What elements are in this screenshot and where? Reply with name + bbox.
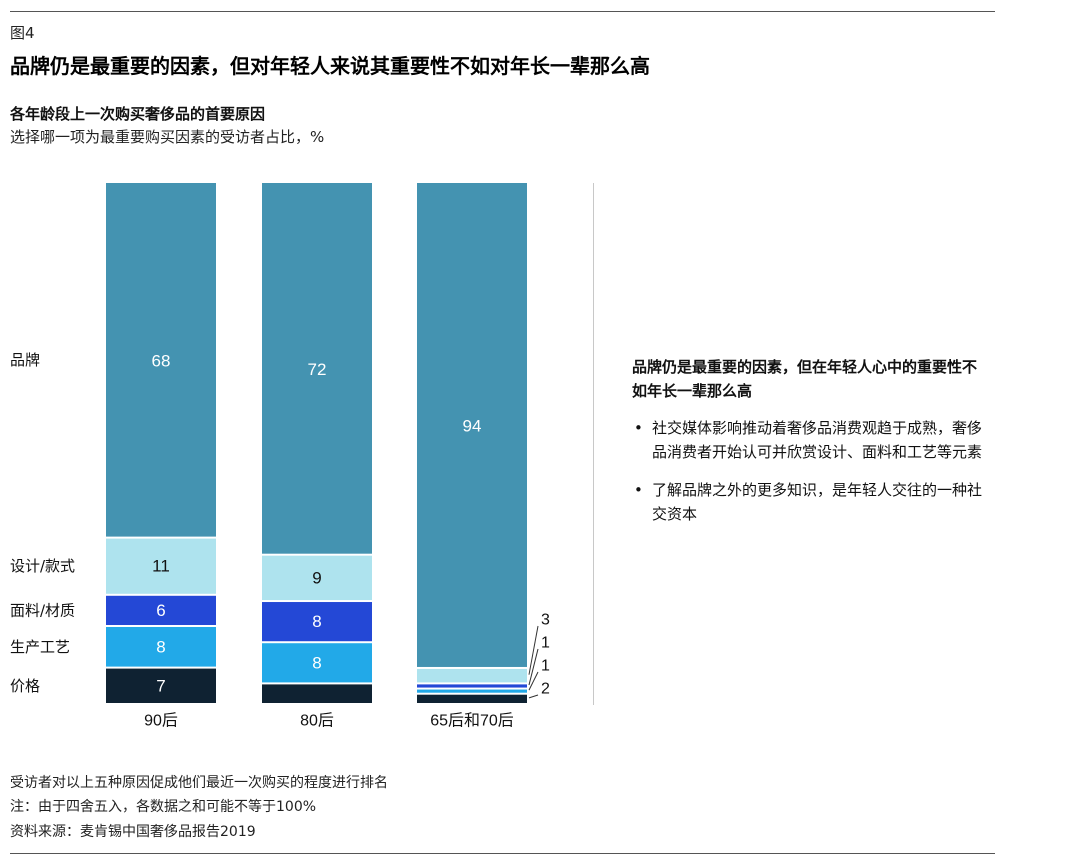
insight-panel: 品牌仍是最重要的因素，但在年轻人心中的重要性不如年长一辈那么高 • 社交媒体影响… [632, 355, 987, 540]
bar-segment [417, 694, 527, 703]
vertical-divider [593, 183, 594, 705]
leader-line [528, 648, 539, 686]
data-label: 11 [152, 557, 170, 576]
legend-label: 面料/材质 [10, 601, 75, 619]
data-label: 3 [541, 612, 550, 629]
footnote-source: 资料来源：麦肯锡中国奢侈品报告2019 [10, 824, 256, 840]
data-label: 72 [308, 360, 327, 379]
category-label: 90后 [144, 712, 178, 730]
stacked-bar-chart: 786116890后8897280后9465后和70后2113价格生产工艺面料/… [10, 183, 550, 730]
bar-segment [106, 538, 216, 594]
bullet-icon: • [634, 419, 643, 437]
figure-label: 图4 [10, 24, 35, 42]
bar-segment [106, 627, 216, 667]
category-label: 65后和70后 [430, 712, 514, 730]
insight-bullet: • 了解品牌之外的更多知识，是年轻人交往的一种社交资本 [632, 478, 987, 526]
bar-segment [262, 643, 372, 683]
insight-bullet: • 社交媒体影响推动着奢侈品消费观趋于成熟，奢侈品消费者开始认可并欣赏设计、面料… [632, 416, 987, 464]
bar-segment [417, 684, 527, 688]
category-label: 80后 [300, 712, 334, 730]
bar-segment [106, 668, 216, 703]
data-label: 7 [156, 676, 165, 695]
data-label: 8 [312, 612, 321, 631]
bar-segment [262, 555, 372, 601]
bottom-rule [10, 853, 995, 854]
footnote-respondents: 受访者对以上五种原因促成他们最近一次购买的程度进行排名 [10, 775, 388, 791]
chart-title: 各年龄段上一次购买奢侈品的首要原因 [10, 105, 266, 123]
data-label: 1 [541, 658, 550, 675]
data-label: 8 [156, 637, 165, 656]
main-title: 品牌仍是最重要的因素，但对年轻人来说其重要性不如对年长一辈那么高 [10, 54, 650, 78]
leader-line [528, 625, 539, 675]
insight-bullets: • 社交媒体影响推动着奢侈品消费观趋于成熟，奢侈品消费者开始认可并欣赏设计、面料… [632, 416, 987, 526]
data-label: 2 [541, 681, 550, 698]
legend-label: 价格 [10, 677, 40, 695]
insight-headline: 品牌仍是最重要的因素，但在年轻人心中的重要性不如年长一辈那么高 [632, 358, 978, 400]
data-label: 1 [541, 635, 550, 652]
leader-line [528, 671, 539, 691]
legend-label: 设计/款式 [10, 557, 75, 575]
bar-segment [262, 602, 372, 642]
bar-segment [262, 183, 372, 554]
top-rule [10, 11, 995, 12]
footnote-rounding: 注：由于四舍五入，各数据之和可能不等于100% [10, 799, 317, 815]
legend-label: 生产工艺 [10, 638, 70, 656]
legend-label: 品牌 [10, 351, 40, 369]
data-label: 8 [312, 653, 321, 672]
insight-bullet-text: 社交媒体影响推动着奢侈品消费观趋于成熟，奢侈品消费者开始认可并欣赏设计、面料和工… [652, 419, 983, 461]
insight-bullet-text: 了解品牌之外的更多知识，是年轻人交往的一种社交资本 [652, 481, 983, 523]
bar-segment [417, 689, 527, 693]
bar-segment [417, 183, 527, 667]
data-label: 9 [312, 568, 321, 587]
data-label: 6 [156, 601, 165, 620]
bar-segment [106, 183, 216, 537]
data-label: 68 [152, 351, 171, 370]
data-label: 94 [463, 416, 482, 435]
chart-subtitle: 选择哪一项为最重要购买因素的受访者占比，% [10, 128, 325, 146]
bullet-icon: • [634, 481, 643, 499]
bar-segment [262, 684, 372, 703]
bar-segment [106, 595, 216, 625]
leader-line [528, 694, 539, 699]
bar-segment [417, 668, 527, 683]
